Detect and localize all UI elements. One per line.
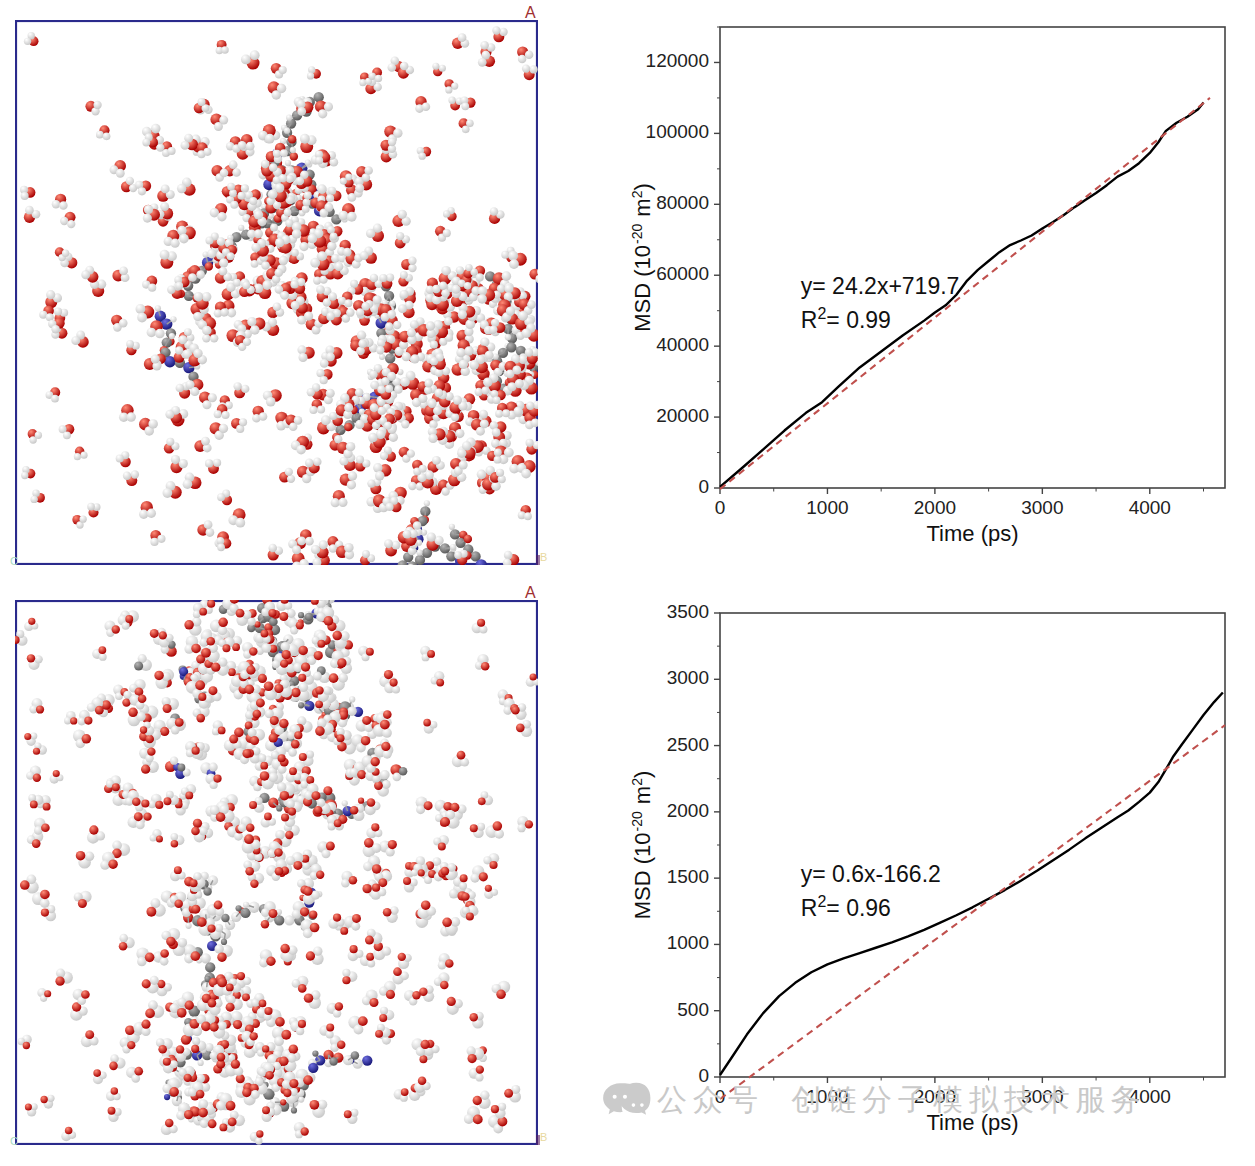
svg-text:1000: 1000 — [667, 932, 709, 953]
svg-text:40000: 40000 — [656, 334, 709, 355]
svg-text:100000: 100000 — [646, 121, 709, 142]
svg-text:MSD (10-20 m2): MSD (10-20 m2) — [629, 771, 655, 920]
svg-text:500: 500 — [677, 999, 709, 1020]
svg-text:3000: 3000 — [1021, 497, 1063, 518]
svg-text:y= 24.2x+719.7: y= 24.2x+719.7 — [801, 273, 960, 299]
svg-text:R2= 0.96: R2= 0.96 — [801, 893, 891, 921]
svg-text:4000: 4000 — [1129, 497, 1171, 518]
svg-text:0: 0 — [715, 497, 726, 518]
svg-text:2000: 2000 — [667, 800, 709, 821]
svg-text:Time (ps): Time (ps) — [926, 1110, 1018, 1135]
svg-text:3500: 3500 — [667, 601, 709, 622]
svg-text:3000: 3000 — [667, 667, 709, 688]
svg-text:2000: 2000 — [914, 497, 956, 518]
svg-text:2500: 2500 — [667, 734, 709, 755]
svg-text:120000: 120000 — [646, 50, 709, 71]
svg-text:60000: 60000 — [656, 263, 709, 284]
svg-text:1000: 1000 — [806, 497, 848, 518]
svg-text:MSD (10-20 m2): MSD (10-20 m2) — [629, 183, 655, 332]
svg-text:4000: 4000 — [1129, 1086, 1171, 1107]
svg-text:1000: 1000 — [806, 1086, 848, 1107]
svg-text:y= 0.6x-166.2: y= 0.6x-166.2 — [801, 861, 941, 887]
svg-text:1500: 1500 — [667, 866, 709, 887]
svg-text:20000: 20000 — [656, 405, 709, 426]
svg-text:0: 0 — [698, 1065, 709, 1086]
svg-text:2000: 2000 — [914, 1086, 956, 1107]
svg-text:R2= 0.99: R2= 0.99 — [801, 305, 891, 333]
svg-text:3000: 3000 — [1021, 1086, 1063, 1107]
svg-text:Time (ps): Time (ps) — [926, 521, 1018, 546]
svg-text:0: 0 — [698, 476, 709, 497]
svg-text:80000: 80000 — [656, 192, 709, 213]
